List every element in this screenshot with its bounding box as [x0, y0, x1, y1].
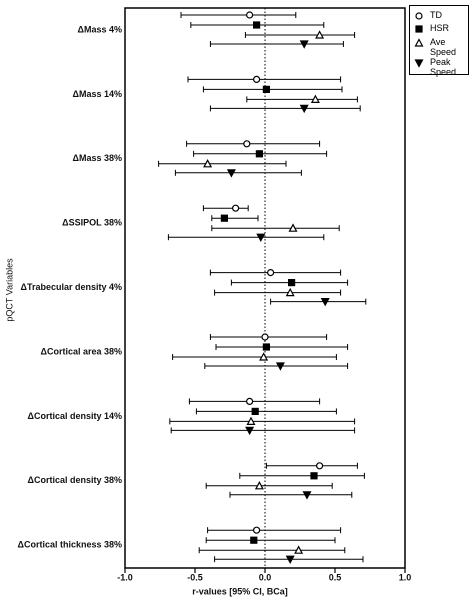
x-tick-label: 0.0 [259, 572, 272, 582]
marker [285, 555, 295, 564]
marker [255, 150, 263, 158]
marker [310, 472, 318, 480]
legend-marker [414, 38, 424, 47]
marker [259, 352, 269, 361]
legend-marker [415, 25, 423, 33]
category-label: ΔCortical thickness 38% [17, 540, 122, 550]
marker [415, 12, 423, 20]
marker [302, 491, 312, 500]
marker [262, 85, 270, 94]
x-tick-label: 0.5 [329, 572, 342, 582]
marker [320, 298, 330, 307]
marker [245, 426, 255, 436]
category-label: ΔSSIPOL 38% [62, 218, 122, 228]
legend-label: HSR [430, 23, 450, 33]
legend-label: Peak Speed [430, 57, 457, 77]
marker [262, 343, 270, 351]
marker [246, 11, 254, 19]
marker [310, 94, 320, 104]
x-tick-label: 1.0 [399, 572, 412, 582]
category-label: ΔMass 4% [78, 24, 123, 34]
marker [316, 462, 324, 470]
marker [253, 75, 261, 84]
marker [261, 333, 269, 341]
marker [246, 416, 256, 425]
marker [246, 397, 254, 405]
marker [288, 223, 298, 232]
marker [253, 526, 261, 534]
marker [288, 279, 296, 287]
category-label: ΔMass 14% [73, 89, 123, 99]
legend: TD HSR Ave Speed Peak Speed [409, 5, 469, 77]
marker [299, 104, 309, 114]
category-label: ΔCortical density 38% [28, 475, 123, 485]
marker [299, 40, 309, 49]
y-axis-label: pQCT Variables [4, 258, 14, 322]
marker [220, 214, 228, 222]
marker [254, 481, 264, 490]
marker [275, 362, 285, 371]
marker [253, 21, 261, 29]
marker [414, 38, 424, 47]
legend-marker [415, 12, 423, 20]
legend-label: Ave Speed [430, 37, 457, 57]
marker [243, 140, 251, 148]
x-tick-label: -1.0 [117, 572, 133, 582]
marker [414, 59, 424, 68]
marker [251, 407, 259, 415]
legend-marker [414, 59, 424, 68]
marker [415, 25, 423, 33]
marker [294, 545, 304, 554]
category-label: ΔTrabecular density 4% [20, 282, 122, 292]
category-label: ΔMass 38% [73, 153, 123, 163]
marker [250, 536, 258, 544]
legend-label: TD [430, 10, 442, 20]
marker [232, 204, 240, 212]
marker [285, 287, 295, 297]
category-label: ΔCortical area 38% [40, 346, 122, 356]
x-axis-label: r-values [95% CI, BCa] [192, 586, 288, 596]
category-label: ΔCortical density 14% [28, 411, 123, 421]
marker [267, 269, 275, 277]
x-tick-label: -0.5 [187, 572, 203, 582]
marker [256, 233, 266, 242]
marker [203, 159, 213, 168]
marker [226, 169, 236, 178]
marker [315, 30, 325, 39]
